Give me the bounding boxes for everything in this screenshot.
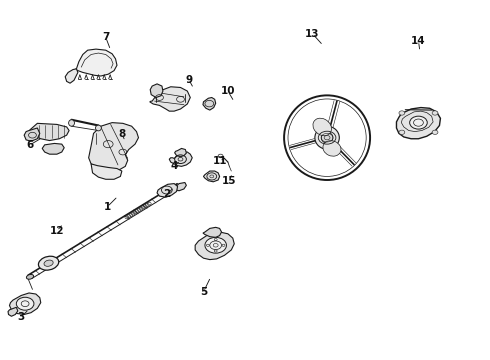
Polygon shape	[174, 148, 186, 157]
Polygon shape	[195, 232, 234, 260]
Ellipse shape	[321, 132, 333, 143]
Polygon shape	[150, 84, 163, 98]
Polygon shape	[65, 69, 78, 83]
Ellipse shape	[323, 141, 341, 156]
Text: 5: 5	[200, 287, 207, 297]
Text: 1: 1	[103, 202, 111, 212]
Text: 8: 8	[118, 129, 125, 139]
Ellipse shape	[315, 126, 339, 149]
Text: 14: 14	[411, 36, 426, 46]
Polygon shape	[174, 183, 186, 191]
Polygon shape	[203, 171, 220, 182]
Polygon shape	[157, 184, 177, 197]
Text: 7: 7	[102, 32, 109, 42]
Polygon shape	[29, 123, 69, 140]
Polygon shape	[75, 49, 117, 76]
Text: 12: 12	[49, 226, 64, 236]
Ellipse shape	[96, 125, 101, 131]
Circle shape	[410, 116, 427, 129]
Text: 11: 11	[212, 156, 227, 166]
Text: 4: 4	[171, 161, 178, 171]
Text: 10: 10	[220, 86, 235, 96]
Text: 15: 15	[222, 176, 237, 186]
Ellipse shape	[44, 260, 53, 266]
Polygon shape	[203, 98, 216, 110]
Text: 13: 13	[305, 29, 319, 39]
Polygon shape	[24, 128, 40, 141]
Polygon shape	[9, 293, 41, 315]
Ellipse shape	[26, 274, 34, 279]
Text: 2: 2	[163, 189, 171, 199]
Polygon shape	[203, 227, 221, 237]
Polygon shape	[169, 152, 192, 166]
Text: 3: 3	[18, 312, 25, 322]
Polygon shape	[396, 108, 441, 139]
Ellipse shape	[69, 120, 74, 126]
Ellipse shape	[38, 256, 59, 270]
Circle shape	[16, 297, 34, 310]
Polygon shape	[8, 307, 18, 316]
Circle shape	[399, 130, 405, 134]
Text: 9: 9	[185, 75, 193, 85]
Polygon shape	[91, 164, 122, 179]
Text: 6: 6	[26, 140, 34, 150]
Circle shape	[432, 111, 438, 115]
Polygon shape	[89, 123, 139, 171]
Circle shape	[205, 237, 226, 253]
Circle shape	[432, 130, 438, 134]
Polygon shape	[150, 87, 190, 111]
Polygon shape	[42, 143, 64, 154]
Circle shape	[399, 111, 405, 115]
Ellipse shape	[313, 118, 331, 136]
